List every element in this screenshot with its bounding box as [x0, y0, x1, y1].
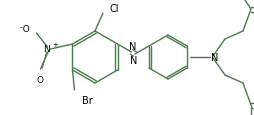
Text: O: O: [37, 75, 44, 84]
Text: N: N: [129, 42, 136, 52]
Text: ⁻O: ⁻O: [19, 25, 30, 34]
Text: N: N: [211, 53, 218, 62]
Text: Br: Br: [83, 95, 93, 105]
Text: Cl: Cl: [109, 4, 119, 14]
Text: +: +: [53, 42, 58, 48]
Text: N: N: [130, 56, 138, 65]
Text: N: N: [43, 45, 50, 54]
